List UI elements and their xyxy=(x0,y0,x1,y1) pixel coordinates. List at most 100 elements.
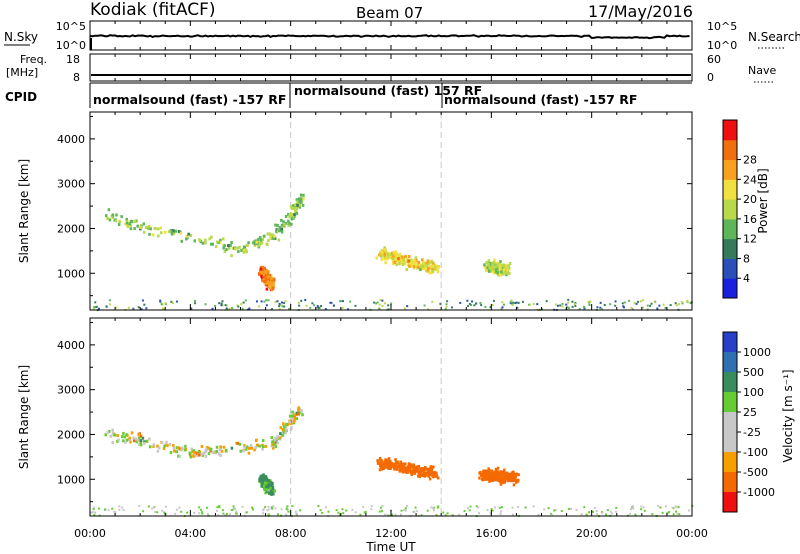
scatter-point xyxy=(567,301,570,304)
scatter-point xyxy=(354,511,357,514)
scatter-point xyxy=(388,255,392,259)
scatter-point xyxy=(263,234,266,238)
scatter-point xyxy=(425,473,428,477)
scatter-point xyxy=(689,302,692,305)
scatter-point xyxy=(486,509,489,512)
scatter-point xyxy=(364,510,367,513)
scatter-point xyxy=(265,299,268,302)
scatter-point xyxy=(384,251,388,255)
scatter-point xyxy=(302,197,305,201)
colorbar-tick-label: -1000 xyxy=(743,486,775,499)
scatter-point xyxy=(497,273,500,277)
scatter-point xyxy=(225,513,228,516)
y-tick-label: 2000 xyxy=(57,428,85,441)
scatter-point xyxy=(422,468,426,472)
scatter-point xyxy=(431,472,434,476)
scatter-point xyxy=(258,241,262,245)
scatter-point xyxy=(502,303,505,306)
scatter-point xyxy=(291,215,295,219)
scatter-point xyxy=(386,252,389,256)
scatter-point xyxy=(152,443,156,447)
scatter-point xyxy=(574,304,577,307)
scatter-point xyxy=(175,450,178,454)
scatter-point xyxy=(259,238,263,242)
scatter-point xyxy=(387,308,390,311)
scatter-point xyxy=(466,299,469,302)
scatter-point xyxy=(162,447,166,451)
velocity-ylabel: Slant Range [km] xyxy=(17,365,31,469)
scatter-point xyxy=(320,304,323,307)
cpid-segment-3: normalsound (fast) -157 RF xyxy=(444,92,637,107)
scatter-point xyxy=(221,509,224,512)
scatter-point xyxy=(407,462,411,466)
scatter-point xyxy=(207,452,211,456)
x-tick-label: 04:00 xyxy=(174,527,206,540)
scatter-point xyxy=(498,264,501,268)
scatter-point xyxy=(241,307,244,310)
scatter-point xyxy=(400,462,404,466)
scatter-point xyxy=(492,471,496,475)
scatter-point xyxy=(236,441,240,445)
scatter-point xyxy=(197,450,201,454)
scatter-point xyxy=(463,509,466,512)
scatter-point xyxy=(279,432,282,436)
colorbar-swatch xyxy=(723,372,737,393)
scatter-point xyxy=(384,261,387,265)
scatter-point xyxy=(429,264,432,268)
scatter-point xyxy=(264,270,267,274)
scatter-point xyxy=(222,237,225,241)
scatter-point xyxy=(193,450,196,454)
scatter-point xyxy=(172,444,175,448)
scatter-point xyxy=(436,268,439,272)
scatter-point xyxy=(118,508,121,511)
scatter-point xyxy=(235,510,238,513)
scatter-point xyxy=(222,512,225,515)
scatter-point xyxy=(486,266,489,270)
scatter-point xyxy=(423,304,426,307)
scatter-point xyxy=(143,303,146,306)
scatter-point xyxy=(408,264,411,268)
scatter-point xyxy=(280,218,283,222)
scatter-point xyxy=(394,513,397,516)
scatter-point xyxy=(173,449,176,453)
scatter-point xyxy=(430,506,433,509)
scatter-point xyxy=(288,221,291,225)
scatter-point xyxy=(280,304,283,307)
scatter-point xyxy=(259,481,263,485)
velocity-axes: 1000 2000 3000 4000 00:00 04:00 08:00 12:00 16:0… xyxy=(57,318,708,540)
scatter-point xyxy=(200,508,203,511)
scatter-point xyxy=(550,514,553,517)
scatter-point xyxy=(259,266,263,270)
scatter-point xyxy=(230,446,234,450)
scatter-point xyxy=(171,302,174,305)
scatter-point xyxy=(97,307,100,310)
scatter-point xyxy=(496,466,500,470)
scatter-point xyxy=(478,512,481,515)
scatter-point xyxy=(292,420,296,424)
scatter-point xyxy=(269,236,272,240)
scatter-point xyxy=(289,427,293,431)
scatter-point xyxy=(143,441,146,445)
scatter-point xyxy=(285,507,288,510)
scatter-point xyxy=(193,239,197,243)
scatter-point xyxy=(664,307,667,310)
scatter-point xyxy=(240,303,243,306)
scatter-point xyxy=(375,302,378,305)
scatter-point xyxy=(106,430,109,434)
scatter-point xyxy=(401,463,405,467)
scatter-point xyxy=(301,413,304,417)
scatter-point xyxy=(528,303,531,306)
scatter-point xyxy=(444,514,447,517)
scatter-point xyxy=(283,302,286,305)
scatter-point xyxy=(595,510,598,513)
scatter-point xyxy=(401,262,405,266)
scatter-point xyxy=(156,444,159,448)
scatter-point xyxy=(227,246,231,250)
scatter-point xyxy=(245,250,248,254)
scatter-point xyxy=(428,471,431,475)
scatter-point xyxy=(185,237,188,241)
scatter-point xyxy=(379,506,382,509)
scatter-point xyxy=(169,451,173,455)
scatter-point xyxy=(265,481,269,485)
scatter-point xyxy=(651,513,654,516)
